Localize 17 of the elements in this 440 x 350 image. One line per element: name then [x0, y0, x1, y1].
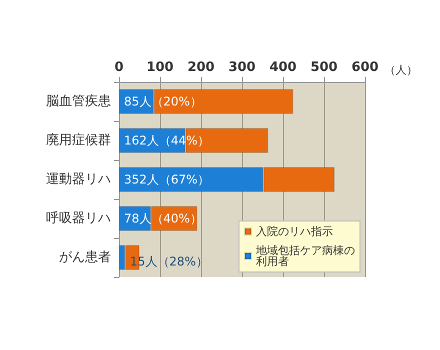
y-tick-label: 運動器リハ [46, 172, 111, 187]
legend-label: 入院のリハ指示 [256, 225, 333, 238]
x-axis-title: （人） [384, 64, 418, 76]
y-tick-label: 脳血管疾患 [46, 94, 111, 109]
x-tick-label: 200 [187, 60, 215, 75]
x-tick-label: 400 [269, 60, 297, 75]
x-tick-label: 500 [310, 60, 338, 75]
data-label: 85人（20%） [124, 94, 202, 108]
x-tick-label: 600 [351, 60, 379, 75]
x-tick-label: 300 [228, 60, 256, 75]
data-label: 352人（67%） [124, 172, 210, 186]
y-tick-label: 呼吸器リハ [46, 211, 111, 226]
x-tick-label: 100 [146, 60, 174, 75]
y-tick-label: 廃用症候群 [46, 133, 111, 148]
x-tick-label: 0 [114, 60, 124, 75]
y-tick-label: がん患者 [59, 250, 111, 265]
legend-label: 地域包括ケア病棟の利用者 [255, 244, 355, 268]
